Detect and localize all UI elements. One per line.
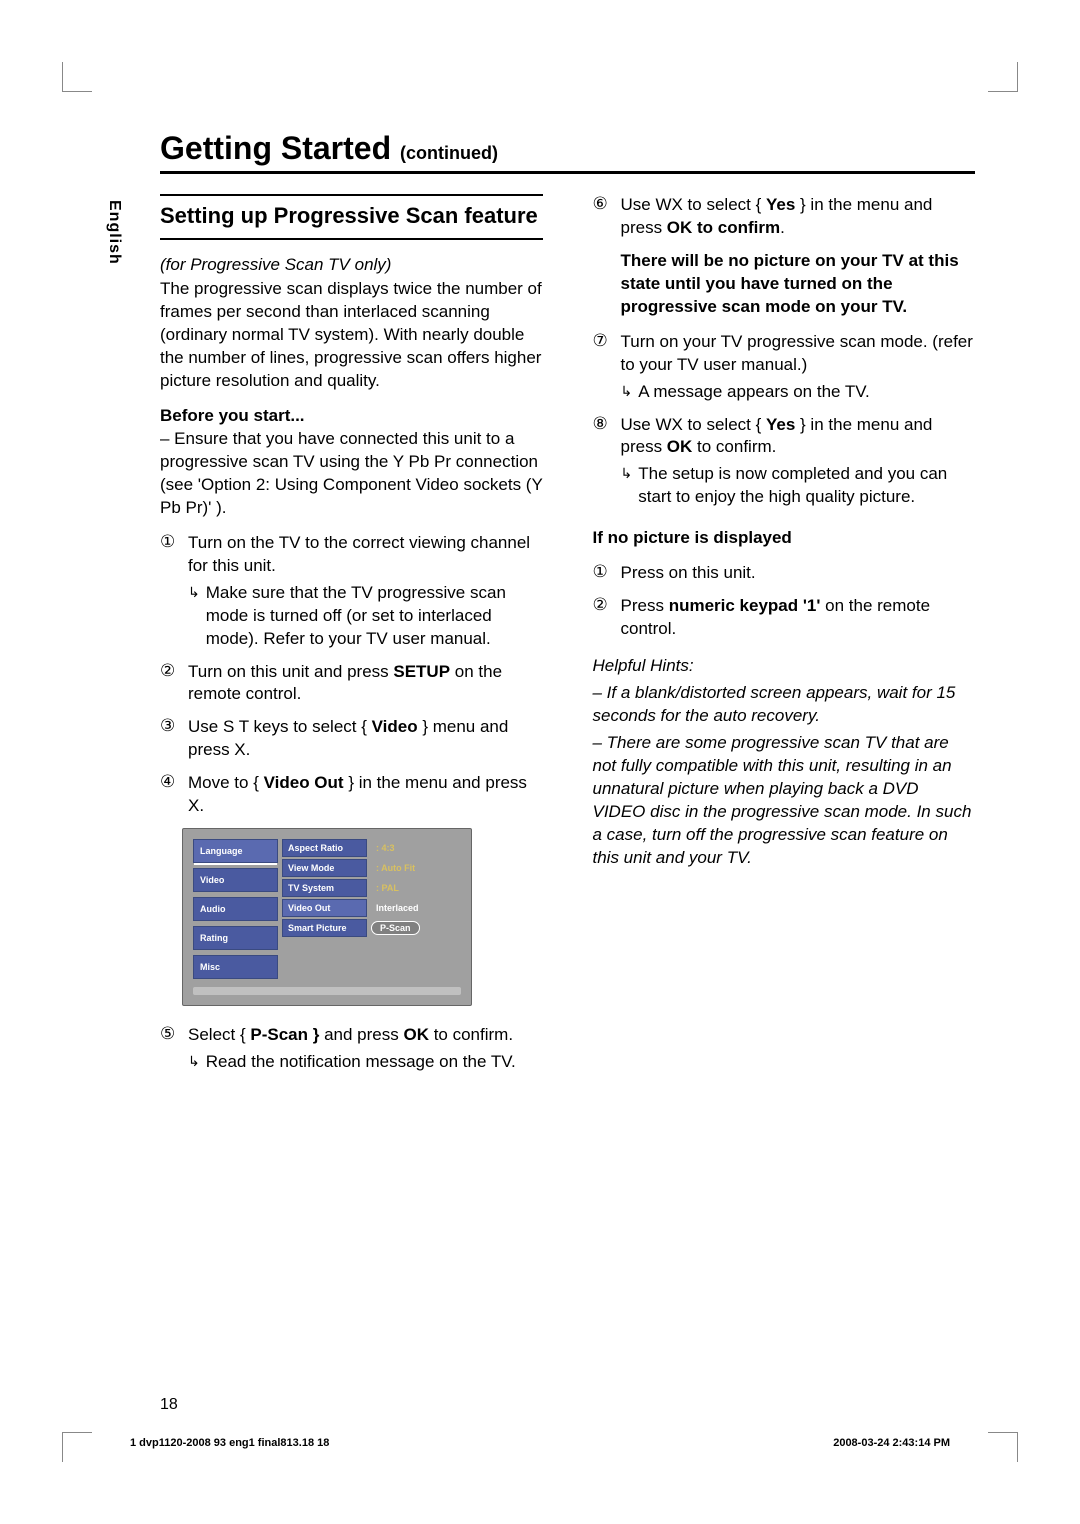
before-label: Before you start...: [160, 406, 305, 425]
right-column: ⑥ Use WX to select { Yes } in the menu a…: [593, 194, 976, 1084]
hint-text: – If a blank/distorted screen appears, w…: [593, 682, 976, 728]
menu-option: Smart Picture: [282, 919, 367, 937]
step-sub: The setup is now completed and you can s…: [638, 463, 975, 509]
step-7: ⑦ Turn on your TV progressive scan mode.…: [593, 331, 976, 404]
step-3: ③ Use S T keys to select { Video } menu …: [160, 716, 543, 762]
menu-diagram: Language Video Audio Rating Misc Aspect …: [182, 828, 472, 1006]
warning-text: There will be no picture on your TV at t…: [621, 250, 976, 319]
step-text: Use WX to select {: [621, 195, 767, 214]
step-bold: OK to confirm: [667, 218, 780, 237]
menu-tab: Video: [193, 868, 278, 892]
step-text: to confirm.: [429, 1025, 513, 1044]
step-text: Press on this unit.: [621, 562, 756, 585]
step-text: Use WX to select {: [621, 415, 767, 434]
step-text: Turn on this unit and press: [188, 662, 393, 681]
step-bold: Yes: [766, 415, 795, 434]
step-text: to confirm.: [692, 437, 776, 456]
arrow-icon: ↳: [621, 463, 633, 509]
step-bold: numeric keypad '1': [669, 596, 821, 615]
title-rule: [160, 171, 975, 174]
step-6: ⑥ Use WX to select { Yes } in the menu a…: [593, 194, 976, 240]
no-pic-step-2: ② Press numeric keypad '1' on the remote…: [593, 595, 976, 641]
step-marker: ⑦: [593, 331, 613, 404]
menu-value: : 4:3: [371, 843, 395, 853]
menu-value: : Auto Fit: [371, 863, 415, 873]
step-bold: Video Out: [264, 773, 344, 792]
crop-mark: [62, 62, 92, 92]
step-text: Turn on your TV progressive scan mode. (…: [621, 332, 973, 374]
section-rule: [160, 238, 543, 240]
menu-value: : PAL: [371, 883, 399, 893]
crop-mark: [988, 1432, 1018, 1462]
footer-right: 2008-03-24 2:43:14 PM: [833, 1437, 950, 1449]
step-text: and press: [319, 1025, 403, 1044]
no-picture-heading: If no picture is displayed: [593, 527, 976, 550]
subtitle: (for Progressive Scan TV only): [160, 254, 543, 277]
step-marker: ④: [160, 772, 180, 818]
step-8: ⑧ Use WX to select { Yes } in the menu a…: [593, 414, 976, 510]
section-rule: [160, 194, 543, 196]
page-content: Getting Started (continued) Setting up P…: [105, 130, 975, 1084]
step-text: Move to {: [188, 773, 264, 792]
step-text: Turn on the TV to the correct viewing ch…: [188, 533, 530, 575]
hints-label: Helpful Hints:: [593, 655, 976, 678]
arrow-icon: ↳: [188, 582, 200, 651]
menu-tab: Misc: [193, 955, 278, 979]
step-marker: ⑤: [160, 1024, 180, 1074]
step-bold: Video: [372, 717, 418, 736]
menu-tab: Rating: [193, 926, 278, 950]
section-title: Setting up Progressive Scan feature: [160, 202, 543, 230]
menu-option: Video Out: [282, 899, 367, 917]
arrow-icon: ↳: [621, 381, 633, 404]
hint-text: – There are some progressive scan TV tha…: [593, 732, 976, 870]
step-text: Press: [621, 596, 669, 615]
step-marker: ⑥: [593, 194, 613, 240]
title-main: Getting Started: [160, 130, 391, 166]
step-marker: ③: [160, 716, 180, 762]
step-marker: ⑧: [593, 414, 613, 510]
crop-mark: [62, 1432, 92, 1462]
step-2: ② Turn on this unit and press SETUP on t…: [160, 661, 543, 707]
page-number: 18: [160, 1396, 178, 1414]
title-suffix: (continued): [400, 143, 498, 163]
menu-value: Interlaced: [371, 903, 419, 913]
page-title: Getting Started (continued): [160, 130, 975, 167]
step-bold: P-Scan }: [250, 1025, 319, 1044]
step-marker: ②: [160, 661, 180, 707]
menu-pill: P-Scan: [371, 921, 420, 935]
intro-text: The progressive scan displays twice the …: [160, 278, 543, 393]
step-bold: OK: [403, 1025, 429, 1044]
footer-left: 1 dvp1120-2008 93 eng1 final813.18 18: [130, 1437, 329, 1449]
menu-option: View Mode: [282, 859, 367, 877]
menu-option: TV System: [282, 879, 367, 897]
step-sub: Read the notification message on the TV.: [206, 1051, 516, 1074]
arrow-icon: ↳: [188, 1051, 200, 1074]
step-marker: ①: [593, 562, 613, 585]
menu-bottom-bar: [193, 987, 461, 995]
step-1: ① Turn on the TV to the correct viewing …: [160, 532, 543, 651]
before-text: – Ensure that you have connected this un…: [160, 429, 543, 517]
step-sub: Make sure that the TV progressive scan m…: [206, 582, 543, 651]
step-bold: OK: [667, 437, 693, 456]
step-bold: Yes: [766, 195, 795, 214]
step-text: .: [780, 218, 785, 237]
step-4: ④ Move to { Video Out } in the menu and …: [160, 772, 543, 818]
no-pic-step-1: ① Press on this unit.: [593, 562, 976, 585]
menu-tab: Language: [193, 839, 278, 863]
step-bold: SETUP: [393, 662, 450, 681]
menu-tabs: Language Video Audio Rating Misc: [193, 839, 278, 979]
step-text: Select {: [188, 1025, 250, 1044]
crop-mark: [988, 62, 1018, 92]
menu-options: Aspect Ratio : 4:3 View Mode : Auto Fit TV…: [282, 839, 461, 979]
left-column: Setting up Progressive Scan feature (for…: [160, 194, 543, 1084]
before-you-start: Before you start... – Ensure that you ha…: [160, 405, 543, 520]
menu-option: Aspect Ratio: [282, 839, 367, 857]
step-text: Use S T keys to select {: [188, 717, 372, 736]
menu-tab: Audio: [193, 897, 278, 921]
step-5: ⑤ Select { P-Scan } and press OK to conf…: [160, 1024, 543, 1074]
step-marker: ②: [593, 595, 613, 641]
step-sub: A message appears on the TV.: [638, 381, 870, 404]
step-marker: ①: [160, 532, 180, 651]
